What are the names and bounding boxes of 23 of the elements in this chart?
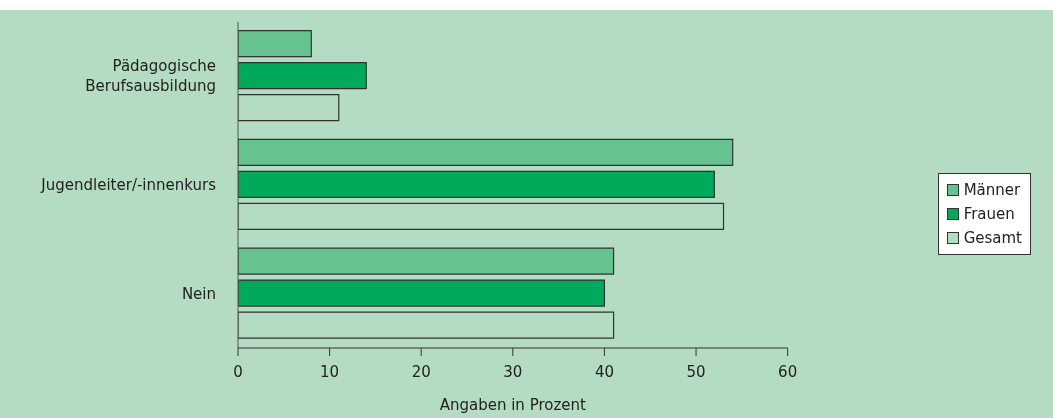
bar <box>238 30 312 58</box>
bar <box>238 202 725 230</box>
x-tick-label: 0 <box>233 362 243 381</box>
x-tick-label: 50 <box>686 362 706 381</box>
legend-label: Frauen <box>962 204 1016 225</box>
bar <box>238 247 615 275</box>
bar <box>238 279 606 307</box>
bar <box>238 170 715 198</box>
x-tick-label: 40 <box>594 362 614 381</box>
x-axis-title: Angaben in Prozent <box>439 396 587 414</box>
bar <box>238 138 734 166</box>
y-tick-label: Pädagogische Berufsausbildung <box>85 57 216 96</box>
x-tick-label: 10 <box>320 362 340 381</box>
x-tick-label: 20 <box>411 362 431 381</box>
x-tick-label: 60 <box>778 362 798 381</box>
bar <box>238 94 340 122</box>
x-tick-label: 30 <box>503 362 523 381</box>
y-tick-label: Nein <box>181 284 216 303</box>
bar <box>238 311 615 339</box>
bar <box>238 62 367 90</box>
legend-label: Gesamt <box>962 228 1022 249</box>
legend-label: Männer <box>962 180 1022 201</box>
y-tick-label: Jugendleiter/-innenkurs <box>40 176 217 194</box>
